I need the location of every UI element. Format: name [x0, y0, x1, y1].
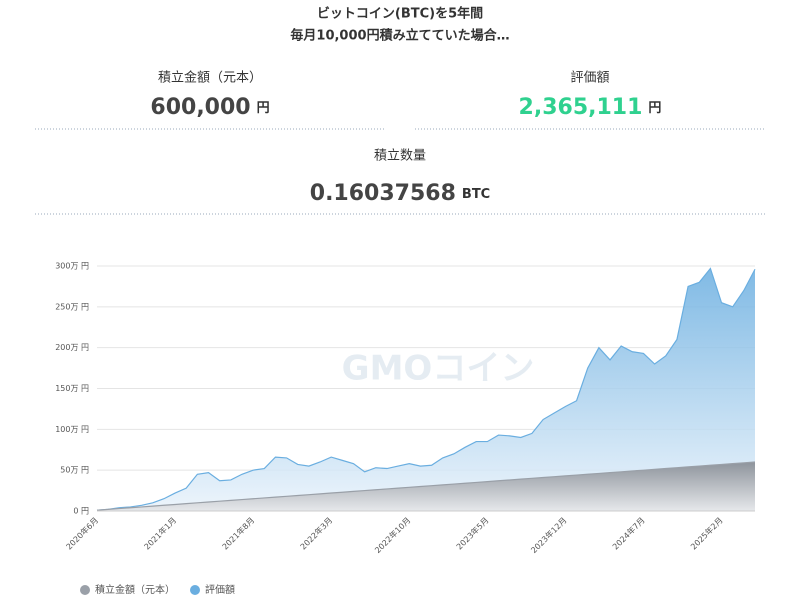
- y-tick-label: 100万 円: [55, 425, 89, 434]
- stat-value: 0.16037568 BTC: [310, 181, 490, 206]
- y-tick-label: 200万 円: [55, 343, 89, 352]
- stat-number: 2,365,111: [519, 95, 643, 120]
- x-tick-label: 2023年5月: [454, 515, 490, 551]
- x-tick-label: 2022年10月: [372, 515, 412, 555]
- stat-value: 2,365,111 円: [519, 95, 662, 120]
- line: [96, 267, 756, 511]
- title: ビットコイン(BTC)を5年間: [317, 6, 483, 22]
- stat-label: 積立数量: [374, 149, 426, 164]
- legend-label: 積立金額（元本）: [95, 583, 175, 596]
- stat-unit: 円: [257, 101, 270, 116]
- stat-unit: BTC: [462, 187, 490, 202]
- x-tick-label: 2024年7月: [610, 515, 646, 551]
- line: [96, 461, 756, 511]
- x-tick-label: 2021年8月: [220, 515, 256, 551]
- x-tick-label: 2022年3月: [298, 515, 334, 551]
- legend-swatch: [80, 585, 90, 595]
- y-tick-label: 250万 円: [55, 302, 89, 311]
- y-tick-label: 50万 円: [60, 466, 89, 475]
- legend-swatch: [190, 585, 200, 595]
- stat-number: 0.16037568: [310, 181, 456, 206]
- subtitle: 毎月10,000円積み立てていた場合…: [290, 28, 509, 44]
- stat-unit: 円: [648, 101, 661, 116]
- legend-label: 評価額: [205, 583, 235, 596]
- stat-number: 600,000: [150, 95, 250, 120]
- stat-label: 積立金額（元本）: [158, 70, 262, 86]
- y-tick-label: 300万 円: [55, 262, 89, 271]
- stat-value: 600,000 円: [150, 95, 269, 120]
- area: [97, 268, 755, 511]
- y-tick-label: 0 円: [73, 507, 89, 516]
- x-tick-label: 2025年2月: [688, 515, 724, 551]
- x-tick-label: 2023年12月: [529, 515, 569, 555]
- x-tick-label: 2021年1月: [142, 515, 178, 551]
- watermark: GMOコイン: [342, 349, 535, 389]
- x-tick-label: 2020年6月: [64, 515, 100, 551]
- stat-label: 評価額: [570, 71, 609, 86]
- y-tick-label: 150万 円: [55, 384, 89, 393]
